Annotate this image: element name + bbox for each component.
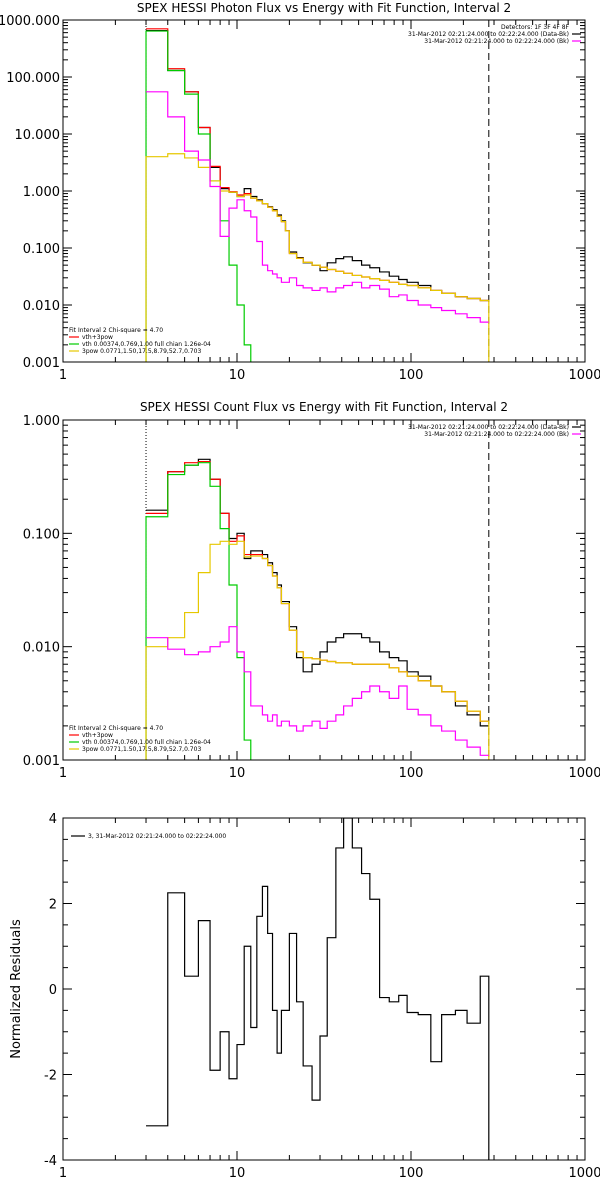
header-line: 31-Mar-2012 02:21:24.000 to 02:22:24.000… [424,431,569,438]
series-line-3 [145,462,252,760]
y-tick-label: -2 [44,1069,57,1084]
series-group [145,458,490,760]
series-line-4 [145,540,490,760]
y-tick-label: 0 [49,983,57,998]
x-tick-label: 1000 [568,1166,600,1181]
y-tick-label: -4 [44,1154,57,1169]
legend-label: vth 0.00374,0.769,1.00 full chian 1.26e-… [82,739,211,746]
y-tick-label: 0.100 [23,242,60,257]
panel-2: SPEX HESSI Count Flux vs Energy with Fit… [23,400,600,781]
y-tick-label: 0.001 [23,754,60,769]
y-tick-label: 1.000 [23,414,60,429]
legend-label: 3pow 0.0771,1.50,17.5,8.79,52.7,0.703 [82,348,201,355]
plot-frame [62,419,586,761]
legend-label: vth 0.00374,0.769,1.00 full chian 1.26e-… [82,341,211,348]
y-axis-label: Normalized Residuals [9,919,24,1059]
plot-frame [62,817,586,1161]
series-group [146,818,490,1160]
y-tick-label: 0.100 [23,527,60,542]
x-tick-label: 100 [399,368,424,383]
chart-title: SPEX HESSI Count Flux vs Energy with Fit… [140,400,508,414]
legend-label: vth+3pow [82,334,113,341]
x-tick-label: 100 [399,1166,424,1181]
x-tick-label: 10 [229,1166,246,1181]
y-tick-label: 100.000 [6,71,60,86]
legend-label: 3pow 0.0771,1.50,17.5,8.79,52.7,0.703 [82,746,201,753]
series-line-5 [146,91,489,323]
x-tick-label: 10 [229,766,246,781]
y-tick-label: 0.010 [23,641,60,656]
header-line: Detectors: 1F 3F 4F 8F [501,24,570,31]
x-tick-label: 1000 [568,766,600,781]
panel-1: SPEX HESSI Photon Flux vs Energy with Fi… [0,1,600,383]
header-line: 31-Mar-2012 02:21:24.000 to 02:22:24.000… [424,38,569,45]
legend-title: Fit Interval 2 Chi-square = 4.70 [69,327,163,334]
x-tick-label: 10 [229,368,246,383]
header-line: 31-Mar-2012 02:21:24.000 to 02:22:24.000… [408,424,569,431]
series-line-1 [146,818,490,1160]
header-line: 31-Mar-2012 02:21:24.000 to 02:22:24.000… [408,31,569,38]
series-line-4 [145,153,490,362]
x-tick-label: 1 [59,1166,67,1181]
y-tick-label: 4 [49,812,57,827]
series-group [145,28,490,362]
chart-title: SPEX HESSI Photon Flux vs Energy with Fi… [137,1,511,15]
series-line-5 [146,626,489,756]
legend-label: 3, 31-Mar-2012 02:21:24.000 to 02:22:24.… [88,833,226,840]
y-tick-label: 0.001 [23,356,60,371]
x-tick-label: 1 [59,766,67,781]
legend-title: Fit Interval 2 Chi-square = 4.70 [69,725,163,732]
y-tick-label: 2 [49,898,57,913]
legend-label: vth+3pow [82,732,113,739]
plot-frame [62,19,586,363]
y-tick-label: 10.000 [15,128,61,143]
y-tick-label: 1.000 [23,185,60,200]
y-tick-label: 0.010 [23,299,60,314]
x-tick-label: 100 [399,766,424,781]
x-tick-label: 1 [59,368,67,383]
panel-3: 1 10 100 1000 -4 -2 0 2 4 Normalized Residuals 3, … [9,812,600,1181]
y-tick-label: 1000.000 [0,14,60,29]
x-tick-label: 1000 [568,368,600,383]
